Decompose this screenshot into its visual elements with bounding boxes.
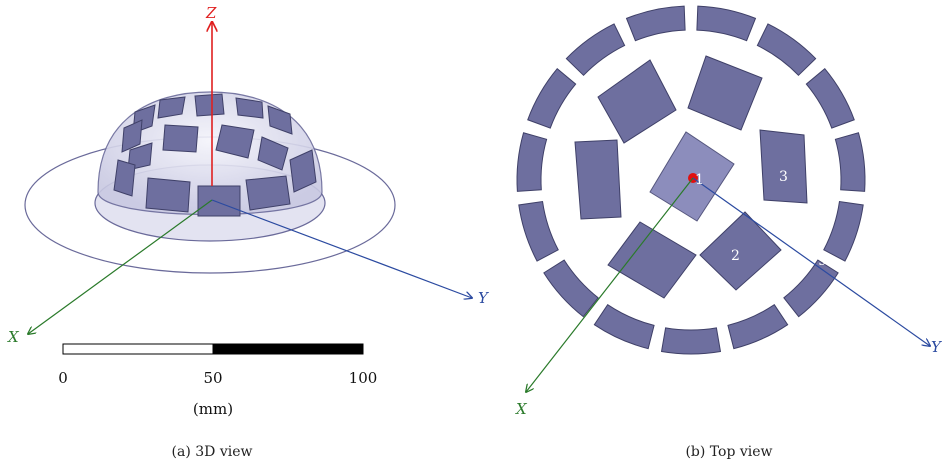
dome-element (197, 185, 241, 217)
outer-element (518, 200, 559, 262)
top-x-axis-label: X (515, 400, 528, 418)
z-axis-label: Z (205, 4, 217, 22)
middle-ring (574, 55, 808, 299)
element-label-9: 9 (818, 253, 827, 269)
scale-bar-white-segment (62, 343, 214, 355)
element-label-3: 3 (779, 169, 788, 185)
middle-element (597, 59, 677, 144)
scale-bar-black-segment (212, 343, 364, 355)
outer-element (565, 23, 626, 77)
middle-element (574, 139, 622, 220)
outer-element (593, 304, 655, 350)
top-y-axis (692, 177, 930, 346)
dome-element (145, 177, 191, 213)
dome-element (113, 159, 136, 197)
outer-ring (516, 5, 866, 355)
outer-element (756, 23, 817, 77)
panel-top-view: X Y 1 2 3 8 9 (b) Top view (515, 5, 942, 460)
middle-element (687, 55, 763, 131)
top-x-axis (526, 177, 694, 392)
dome-element (267, 105, 293, 135)
scale-tick-0: 0 (58, 369, 68, 387)
y-axis (211, 199, 472, 298)
dome-element (121, 119, 143, 153)
y-axis-label: Y (478, 289, 490, 307)
dome-element (194, 93, 225, 117)
dome-element (245, 175, 291, 211)
outer-element (805, 68, 855, 129)
outer-element (834, 132, 866, 192)
scale-unit: (mm) (193, 400, 233, 418)
dome-element (235, 97, 264, 119)
x-axis-label: X (7, 328, 20, 346)
scale-tick-100: 100 (349, 369, 378, 387)
outer-element (783, 259, 839, 318)
dome-element (257, 136, 289, 171)
caption-a: (a) 3D view (172, 444, 253, 460)
outer-element (696, 5, 757, 42)
scale-tick-50: 50 (203, 369, 222, 387)
outer-element (527, 68, 577, 129)
scale-bar: 0 50 100 (mm) (58, 343, 378, 418)
element-label-2: 2 (731, 248, 740, 264)
dome-element (215, 124, 255, 159)
middle-element (759, 129, 808, 204)
dome-elements (113, 93, 317, 217)
x-axis (28, 199, 213, 334)
dome-element (289, 149, 317, 193)
outer-element (543, 259, 599, 318)
caption-b: (b) Top view (685, 444, 772, 460)
outer-element (823, 200, 864, 262)
dome-element (157, 96, 186, 119)
outer-element (516, 132, 548, 192)
outer-element (660, 327, 722, 355)
outer-element (625, 5, 686, 42)
panel-3d-view: Z X Y 0 50 100 (mm) (a) 3D view (7, 4, 490, 460)
middle-element (607, 221, 697, 299)
element-label-8: 8 (736, 306, 745, 322)
middle-element (699, 211, 782, 291)
dome-element (162, 124, 199, 153)
top-y-axis-label: Y (931, 338, 942, 356)
element-label-1: 1 (695, 172, 704, 188)
outer-element (727, 304, 789, 350)
